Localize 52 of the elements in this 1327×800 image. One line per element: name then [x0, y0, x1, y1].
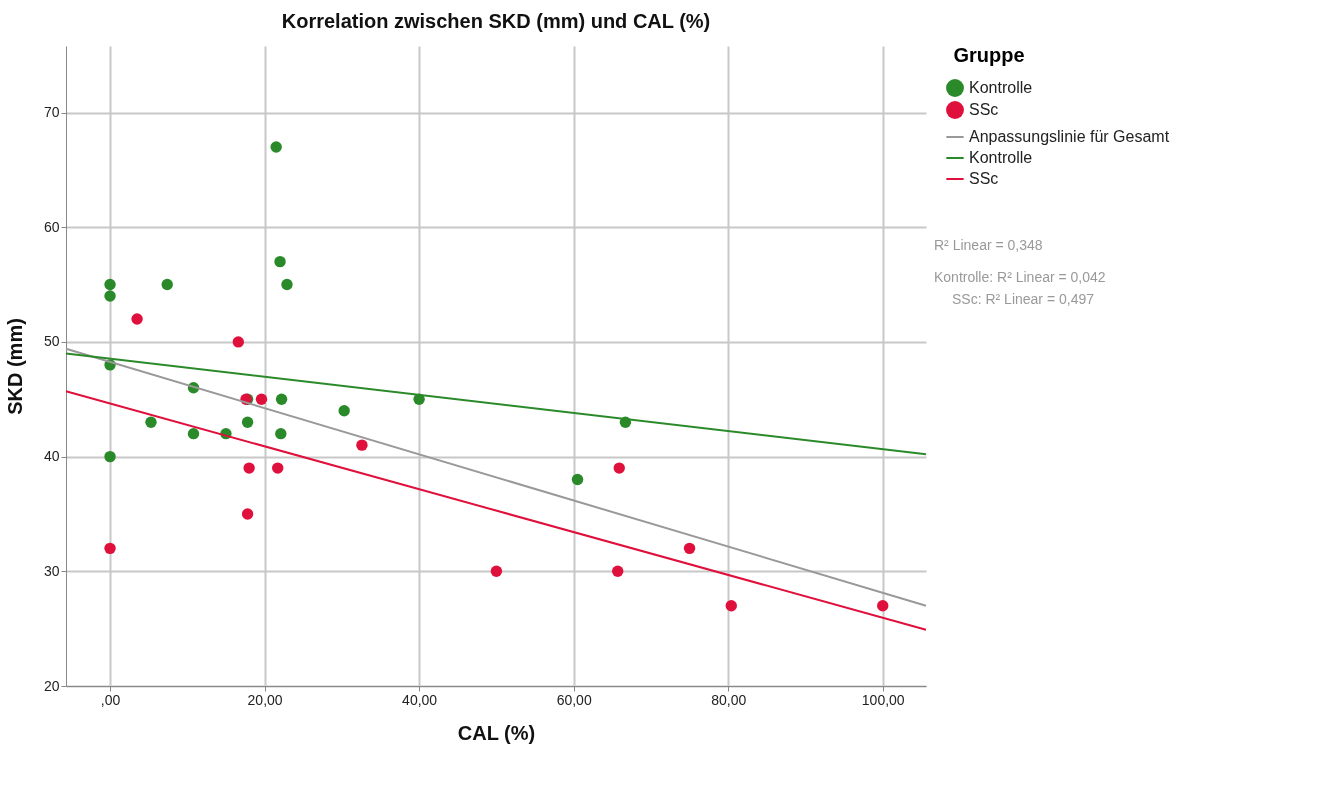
x-tick-label: 60,00 [556, 691, 592, 708]
x-tick-label: 80,00 [711, 691, 747, 708]
y-tick-label: 20 [43, 677, 60, 694]
chart-title: Korrelation zwischen SKD (mm) und CAL (%) [281, 10, 711, 32]
point [571, 473, 584, 486]
y-tick-label: 30 [43, 562, 60, 579]
legend-label: Anpassungslinie für Gesamt [969, 128, 1170, 145]
x-tick-label: 40,00 [402, 691, 438, 708]
point [161, 278, 173, 291]
x-tick-label: ,00 [100, 691, 121, 708]
legend-label: Kontrolle [969, 149, 1033, 166]
point [104, 290, 116, 302]
point [255, 393, 268, 405]
point [338, 405, 350, 417]
point [145, 416, 157, 428]
y-axis-title: SKD (mm) [3, 318, 26, 415]
legend-title: Gruppe [953, 44, 1025, 66]
point [490, 565, 503, 577]
y-tick-label: 50 [43, 333, 60, 350]
point [104, 450, 116, 463]
point [877, 600, 889, 612]
x-tick-label: 100,00 [861, 691, 905, 708]
point [683, 542, 696, 555]
point [725, 600, 737, 612]
point [232, 336, 245, 348]
y-tick-label: 70 [43, 104, 60, 121]
point [281, 278, 293, 291]
legend-label: Kontrolle [969, 79, 1033, 96]
point [275, 393, 288, 405]
point [241, 508, 254, 520]
point [613, 462, 625, 474]
point [104, 542, 116, 555]
point [187, 427, 200, 440]
point [275, 427, 287, 440]
y-tick-label: 40 [43, 448, 60, 465]
point [612, 565, 624, 577]
text: R² Linear = 0,348 [934, 237, 1043, 253]
point [272, 462, 284, 474]
point [356, 439, 368, 451]
x-axis-title: CAL (%) [457, 721, 536, 744]
text: Kontrolle: R² Linear = 0,042 [934, 269, 1106, 285]
point [274, 255, 286, 268]
legend-label: SSc [969, 170, 999, 187]
x-tick-label: 20,00 [247, 691, 283, 708]
y-tick-label: 60 [43, 218, 60, 235]
point [241, 416, 254, 428]
legend-label: SSc [969, 101, 999, 118]
point [131, 313, 143, 325]
point [243, 462, 255, 474]
text: SSc: R² Linear = 0,497 [952, 291, 1095, 307]
point [270, 141, 282, 153]
point [104, 278, 116, 291]
